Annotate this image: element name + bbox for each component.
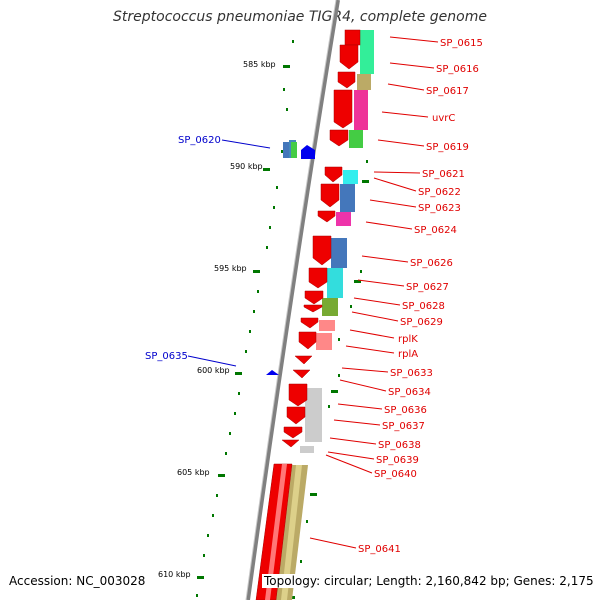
label-leaders-right bbox=[309, 36, 439, 549]
gene-arrow-sp0633 bbox=[294, 355, 313, 365]
gene-arrow-sp0616 bbox=[339, 44, 359, 70]
gene-arrow-sp0626 bbox=[312, 235, 332, 266]
kbp-labels: 585 kbp 590 kbp 595 kbp 600 kbp 605 kbp … bbox=[158, 60, 276, 579]
gene-arrow-rpla bbox=[298, 331, 317, 350]
gene-arrow-sp0635 bbox=[266, 370, 279, 375]
gene-label-uvrc: uvrC bbox=[432, 113, 455, 124]
gene-label-sp0616: SP_0616 bbox=[436, 64, 479, 75]
gene-labels-right: SP_0615 SP_0616 SP_0617 uvrC SP_0619 SP_… bbox=[358, 38, 483, 555]
gene-arrow-sp0637 bbox=[286, 406, 306, 425]
kbp-label-610: 610 kbp bbox=[158, 570, 191, 579]
gene-label-rpla: rplA bbox=[398, 349, 418, 360]
gene-labels-left: SP_0620 SP_0635 bbox=[145, 135, 221, 362]
gene-label-rplk: rplK bbox=[398, 334, 418, 345]
gene-arrow-sp0619 bbox=[329, 129, 349, 147]
gene-arrow-sp0620 bbox=[301, 145, 315, 159]
gene-label-sp0636: SP_0636 bbox=[384, 405, 427, 416]
map-title: Streptococcus pneumoniae TIGR4, complete… bbox=[113, 9, 487, 25]
genome-backbone-highlight bbox=[245, 0, 337, 600]
gene-arrow-sp0628 bbox=[304, 290, 324, 305]
gene-arrow-sp0641-shade bbox=[265, 464, 287, 600]
gene-label-sp0641: SP_0641 bbox=[358, 544, 401, 555]
gene-label-sp0623: SP_0623 bbox=[418, 203, 461, 214]
feature-blocks bbox=[276, 30, 374, 600]
label-leaders-left bbox=[187, 139, 271, 367]
gene-arrow-sp0615 bbox=[344, 29, 361, 46]
gene-label-sp0634: SP_0634 bbox=[388, 387, 431, 398]
kbp-label-600: 600 kbp bbox=[197, 366, 230, 375]
gene-label-sp0624: SP_0624 bbox=[414, 225, 457, 236]
gene-label-sp0620: SP_0620 bbox=[178, 135, 221, 146]
gene-arrow-sp0624 bbox=[317, 210, 336, 223]
kbp-label-605: 605 kbp bbox=[177, 468, 210, 477]
gene-label-sp0628: SP_0628 bbox=[402, 301, 445, 312]
gene-label-sp0633: SP_0633 bbox=[390, 368, 433, 379]
forward-genes bbox=[255, 29, 361, 600]
gene-label-sp0615: SP_0615 bbox=[440, 38, 483, 49]
gene-arrow-sp0629 bbox=[303, 304, 323, 313]
gene-label-sp0621: SP_0621 bbox=[422, 169, 465, 180]
kbp-label-590: 590 kbp bbox=[230, 162, 263, 171]
gene-label-sp0622: SP_0622 bbox=[418, 187, 461, 198]
gene-arrow-sp0622 bbox=[320, 183, 340, 208]
gene-arrow-sp0627 bbox=[308, 267, 328, 289]
topology-label: Topology: circular; Length: 2,160,842 bp… bbox=[262, 574, 596, 588]
kbp-label-595: 595 kbp bbox=[214, 264, 247, 273]
gene-label-sp0619: SP_0619 bbox=[426, 142, 469, 153]
minor-ticks bbox=[196, 40, 368, 597]
gene-label-sp0626: SP_0626 bbox=[410, 258, 453, 269]
gene-arrow-uvrc bbox=[333, 89, 353, 129]
gene-label-sp0635: SP_0635 bbox=[145, 351, 188, 362]
reverse-genes bbox=[266, 145, 315, 375]
gene-label-sp0640: SP_0640 bbox=[374, 469, 417, 480]
gene-arrow-rplk bbox=[300, 317, 319, 329]
gene-arrow-sp0639 bbox=[281, 439, 300, 448]
gene-label-sp0639: SP_0639 bbox=[376, 455, 419, 466]
gene-label-sp0629: SP_0629 bbox=[400, 317, 443, 328]
gene-arrow-sp0636 bbox=[288, 383, 308, 407]
gene-arrow-sp0634 bbox=[292, 369, 311, 379]
kbp-label-585: 585 kbp bbox=[243, 60, 276, 69]
genome-backbone bbox=[246, 0, 340, 600]
gene-arrow-sp0638 bbox=[283, 426, 303, 439]
gene-label-sp0627: SP_0627 bbox=[406, 282, 449, 293]
gene-label-sp0617: SP_0617 bbox=[426, 86, 469, 97]
gene-label-sp0638: SP_0638 bbox=[378, 440, 421, 451]
accession-label: Accession: NC_003028 bbox=[9, 574, 146, 588]
gene-arrow-sp0621 bbox=[324, 166, 343, 183]
gene-arrow-sp0617 bbox=[337, 71, 356, 89]
gene-label-sp0637: SP_0637 bbox=[382, 421, 425, 432]
